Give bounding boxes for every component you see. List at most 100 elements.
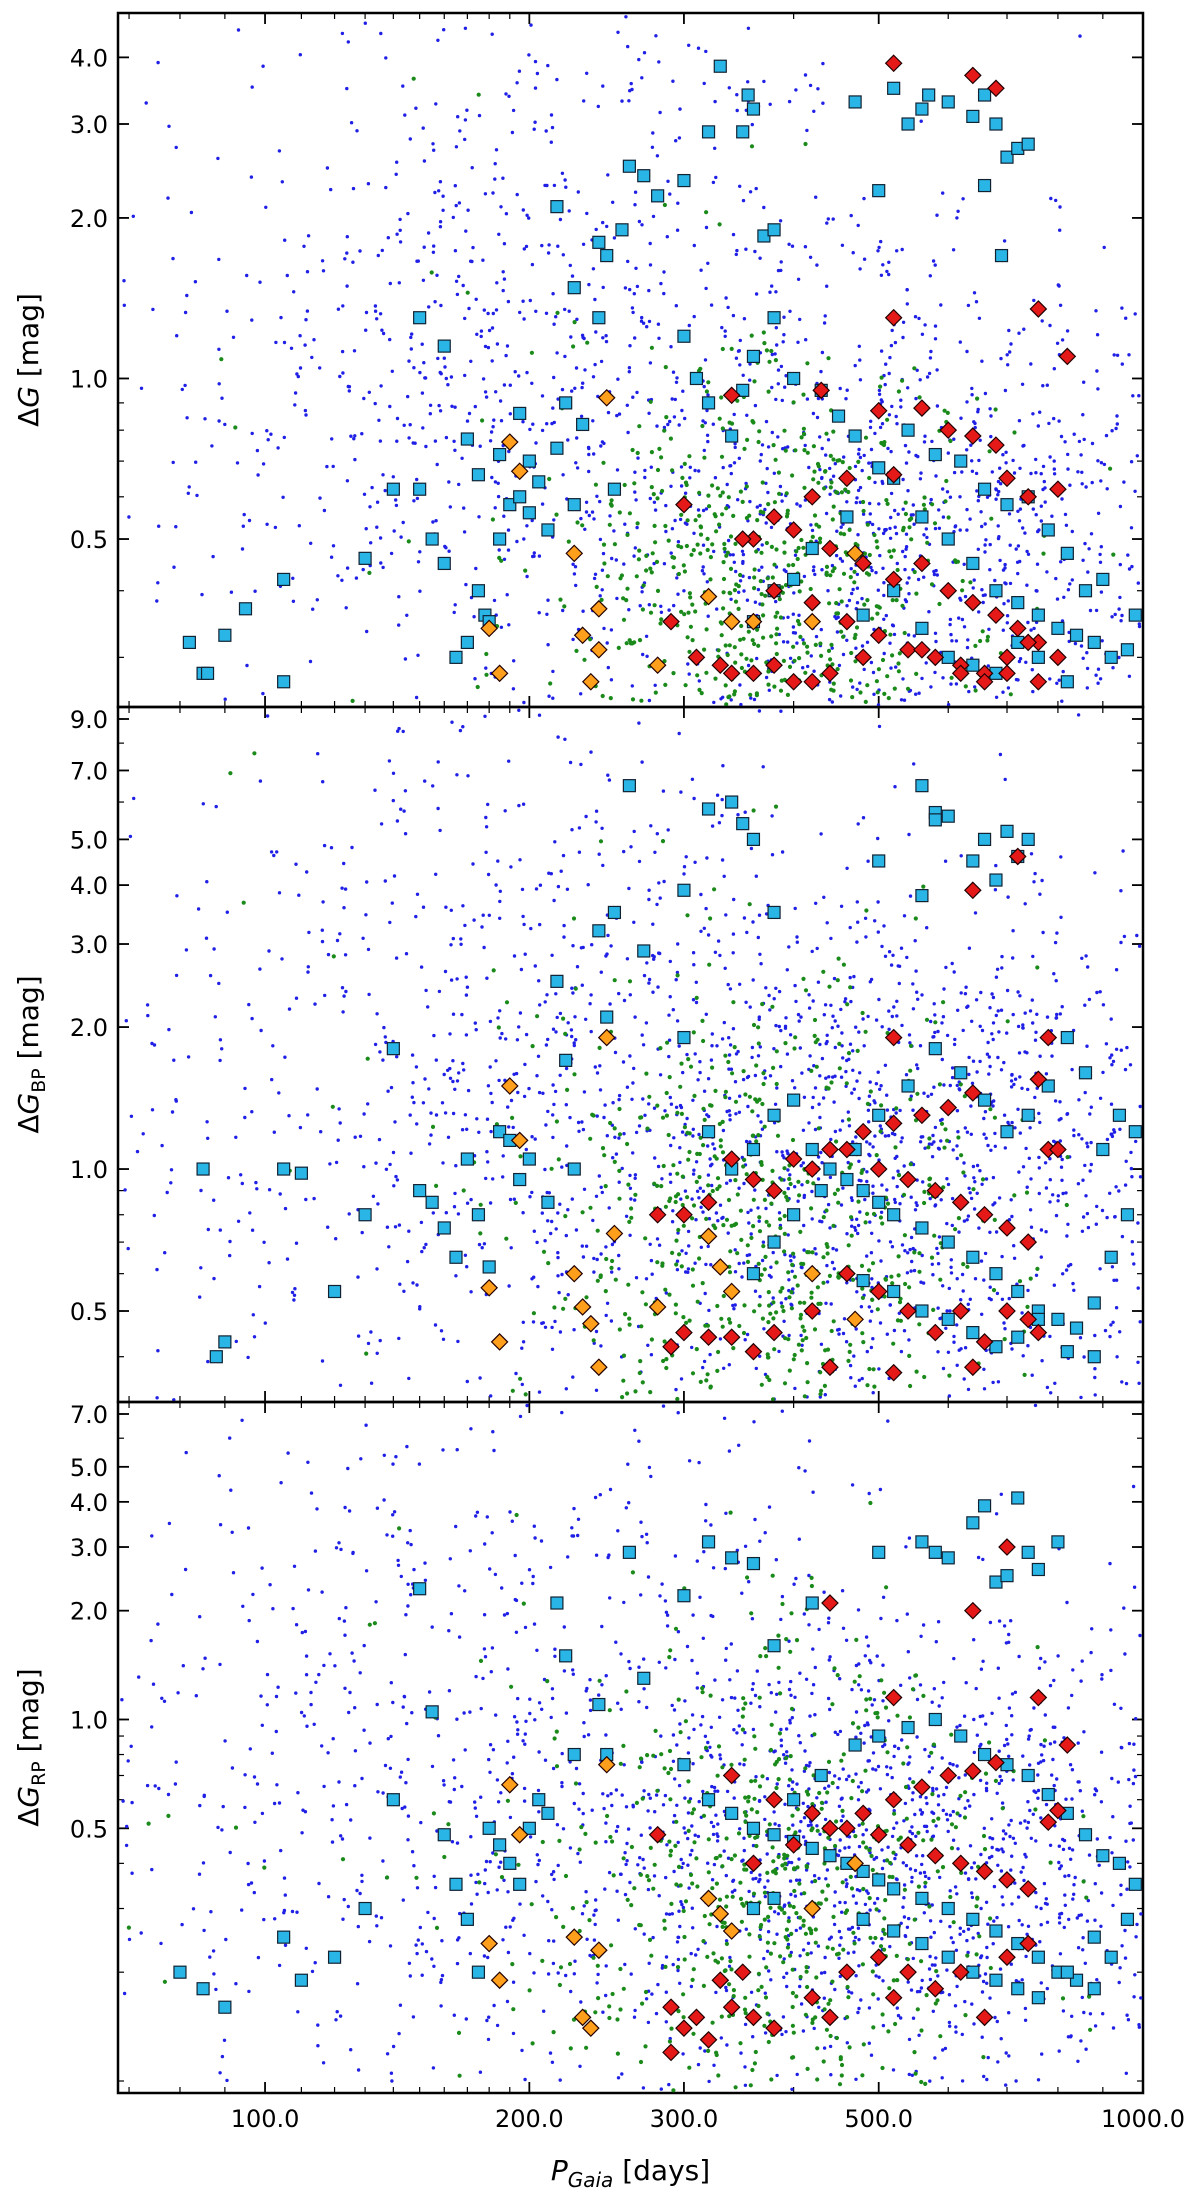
data-point [388, 281, 392, 286]
data-point [925, 926, 929, 930]
data-point [1133, 489, 1137, 493]
data-point [695, 1299, 700, 1304]
data-point [729, 421, 735, 426]
data-point [749, 1208, 753, 1212]
data-point [1036, 424, 1041, 428]
data-point [1064, 1191, 1068, 1195]
data-point [693, 609, 698, 614]
data-point [896, 661, 901, 666]
data-point [741, 88, 755, 102]
data-point [1072, 432, 1076, 436]
data-point [604, 1245, 608, 1249]
data-point [644, 634, 649, 638]
data-point [338, 1121, 342, 1125]
data-point [746, 102, 761, 116]
data-point [824, 511, 829, 516]
data-point [922, 440, 927, 444]
data-point [630, 684, 634, 688]
data-point [570, 389, 574, 393]
data-point [532, 551, 536, 555]
data-point [358, 1134, 363, 1139]
data-point [694, 1347, 699, 1352]
data-point [498, 1036, 502, 1040]
data-point [1128, 608, 1142, 622]
data-point [537, 611, 541, 615]
data-point [345, 479, 350, 483]
data-point [810, 528, 815, 533]
data-point [476, 92, 481, 97]
data-point [853, 464, 858, 469]
data-point [1110, 1265, 1115, 1269]
data-point [692, 1168, 696, 1172]
data-point [790, 244, 795, 248]
data-point [682, 872, 686, 876]
data-point [865, 1101, 871, 1106]
data-point [320, 928, 324, 932]
data-point [1003, 566, 1007, 570]
data-point [801, 641, 807, 646]
data-point [469, 1197, 473, 1202]
data-point [851, 1068, 855, 1073]
data-point [1049, 648, 1067, 667]
data-point [706, 933, 711, 937]
data-point [921, 502, 927, 507]
data-point [780, 850, 785, 854]
data-point [1003, 777, 1007, 782]
data-point [600, 1190, 604, 1195]
data-point [701, 1143, 706, 1148]
data-point [760, 1258, 765, 1263]
data-point [688, 476, 692, 480]
data-point [1079, 644, 1084, 648]
data-point [949, 1271, 954, 1275]
data-point [501, 176, 505, 180]
data-point [701, 1365, 705, 1370]
data-point [806, 1250, 812, 1255]
data-point [412, 499, 416, 503]
data-point [185, 293, 189, 298]
data-point [1009, 342, 1013, 346]
data-point [1011, 956, 1015, 960]
data-point [581, 242, 586, 246]
data-point [775, 610, 780, 615]
data-point [1118, 1127, 1122, 1132]
data-point [253, 589, 257, 593]
data-point [414, 1065, 419, 1069]
data-point [530, 518, 534, 523]
data-point [604, 339, 609, 344]
data-point [1058, 228, 1062, 232]
data-point [638, 1115, 643, 1120]
data-point [624, 641, 629, 646]
data-point [928, 1196, 932, 1201]
data-point [659, 455, 664, 460]
data-point [474, 1028, 478, 1032]
data-point [713, 676, 718, 681]
data-point [1085, 651, 1089, 655]
data-point [600, 568, 605, 572]
data-point [849, 567, 853, 571]
data-point [1024, 1146, 1028, 1151]
data-point [971, 1187, 976, 1192]
data-point [1073, 641, 1078, 646]
data-point [1033, 871, 1037, 876]
data-point [1070, 578, 1075, 582]
data-point [662, 562, 667, 566]
data-point [688, 595, 693, 600]
data-point [719, 633, 724, 638]
data-point [1110, 615, 1114, 619]
data-point [483, 714, 487, 718]
data-point [936, 1262, 941, 1266]
data-point [822, 1013, 826, 1017]
data-point [1031, 608, 1045, 622]
data-point [911, 1007, 916, 1011]
data-point [779, 1064, 783, 1069]
data-point [987, 449, 992, 454]
data-point [988, 1230, 992, 1235]
data-point [939, 303, 943, 307]
data-point [265, 714, 270, 718]
data-point [243, 1115, 247, 1120]
data-point [574, 1228, 579, 1232]
data-point [576, 417, 590, 432]
data-point [816, 464, 821, 469]
data-point [1007, 1296, 1011, 1301]
data-point [890, 328, 894, 333]
